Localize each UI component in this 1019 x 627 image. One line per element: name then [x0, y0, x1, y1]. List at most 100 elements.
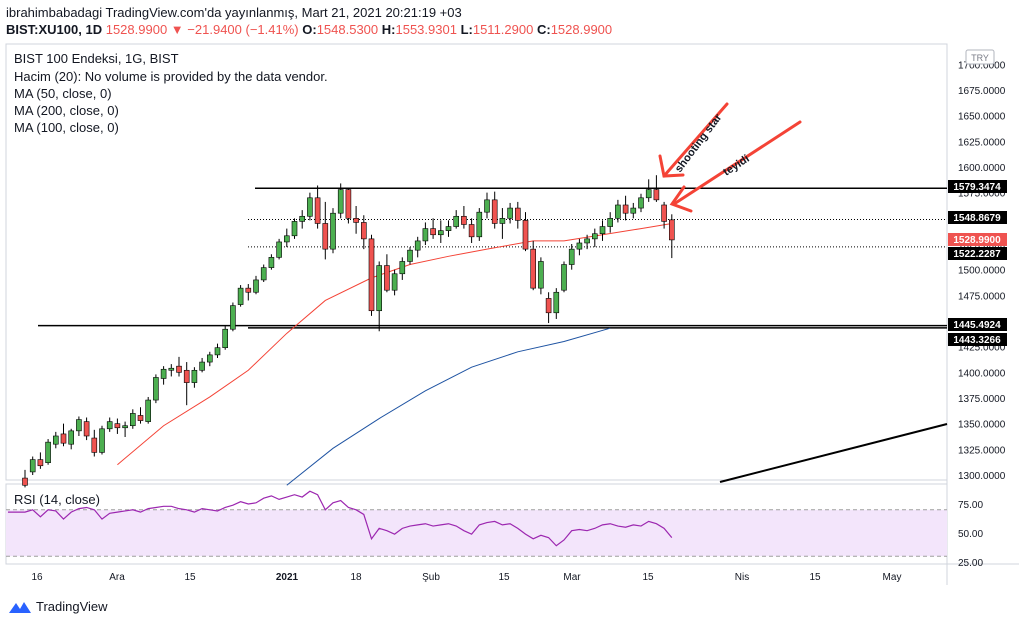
candle-body — [568, 248, 575, 265]
candle-body — [507, 207, 513, 219]
candle-body — [484, 199, 490, 213]
candle-body — [91, 437, 98, 453]
candle-body — [199, 361, 205, 371]
candle-body — [645, 189, 652, 199]
currency-badge[interactable] — [965, 49, 995, 65]
annotation-shooting-star: shooting star — [673, 111, 725, 174]
footer: TradingView — [8, 599, 108, 614]
candle-body — [407, 249, 413, 262]
price-label-text: 1579.3474 — [953, 182, 1001, 193]
candle-body — [476, 211, 483, 238]
rsi-tick-label: 25.00 — [958, 558, 983, 569]
candle-body — [253, 279, 259, 293]
candle-body — [222, 328, 228, 348]
price-label-text: 1443.3266 — [953, 335, 1001, 346]
price-tick-label: 1375.0000 — [958, 394, 1006, 405]
candle-body — [299, 215, 306, 222]
candle-body — [268, 257, 275, 268]
candle-body — [445, 226, 452, 231]
price-tick-label: 1325.0000 — [958, 445, 1006, 456]
candle-body — [622, 204, 629, 214]
candle-body — [76, 419, 82, 432]
candle-body — [60, 433, 67, 444]
candle-body — [322, 223, 329, 250]
price-change: −21.9400 (−1.41%) — [187, 22, 299, 37]
time-tick-label: 18 — [350, 572, 362, 583]
low-value: 1511.2900 — [472, 22, 534, 37]
candle-body — [668, 219, 675, 241]
symbol-label[interactable]: BIST:XU100, 1D — [6, 22, 103, 37]
price-label-text: 1528.9900 — [953, 235, 1001, 246]
legend-volume: Hacim (20): No volume is provided by the… — [14, 69, 328, 84]
candle-body — [461, 215, 467, 225]
close-value: 1528.9900 — [550, 22, 613, 37]
price-tick-label: 1575.0000 — [958, 189, 1006, 200]
rsi-tick-label: 50.00 — [958, 529, 983, 540]
candle-body — [137, 415, 144, 421]
rsi-tick-label: 75.00 — [958, 500, 983, 511]
candle-body — [276, 241, 282, 258]
candle-body — [291, 221, 298, 237]
time-tick-label: 15 — [498, 572, 510, 583]
candle-body — [661, 204, 667, 222]
candle-body — [576, 242, 583, 250]
trend-line — [719, 423, 948, 483]
candle-body — [337, 189, 344, 214]
candle-body — [384, 265, 390, 291]
legend-ma200: MA (200, close, 0) — [14, 103, 119, 118]
candle-body — [514, 207, 521, 221]
low-label: L: — [460, 22, 473, 37]
price-label-text: 1522.2287 — [953, 249, 1001, 260]
time-tick-label: Ara — [109, 572, 125, 583]
candle-body — [214, 347, 221, 356]
candle-body — [153, 377, 159, 401]
tradingview-logo-icon[interactable] — [8, 600, 32, 614]
time-tick-label: Mar — [563, 572, 581, 583]
legend-title: BIST 100 Endeksi, 1G, BIST — [14, 51, 179, 66]
candle-body — [538, 261, 544, 289]
price-label-text: 1548.8679 — [953, 213, 1001, 224]
candle-body — [376, 265, 383, 312]
time-tick-label: 15 — [809, 572, 821, 583]
open-value: 1548.5300 — [316, 22, 379, 37]
candle-body — [360, 222, 367, 240]
candle-body — [391, 273, 398, 291]
candle-body — [245, 287, 252, 293]
candle-body — [29, 459, 36, 473]
candle-body — [168, 367, 175, 371]
price-tick-label: 1600.0000 — [958, 163, 1006, 174]
ma50-line — [117, 222, 672, 466]
candle-body — [399, 261, 406, 275]
footer-brand[interactable]: TradingView — [36, 599, 108, 614]
candle-body — [99, 428, 105, 453]
candle-body — [584, 238, 590, 244]
shooting-star-arrow — [658, 102, 729, 178]
price-tick-label: 1475.0000 — [958, 291, 1006, 302]
price-label-box — [948, 318, 1007, 331]
price-label-box — [948, 247, 1007, 260]
candle-body — [230, 305, 236, 330]
candle-body — [553, 291, 560, 314]
candle-body — [368, 238, 375, 312]
down-arrow-icon: ▼ — [170, 22, 184, 37]
candle-body — [307, 197, 313, 217]
candle-body — [353, 218, 359, 223]
time-tick-label: Şub — [422, 572, 440, 583]
price-tick-label: 1650.0000 — [958, 112, 1006, 123]
candle-body — [37, 459, 44, 467]
candle-body — [122, 425, 128, 429]
candle-body — [330, 212, 336, 250]
price-tick-label: 1300.0000 — [958, 471, 1006, 482]
candle-body — [260, 267, 267, 281]
time-tick-label: 16 — [31, 572, 43, 583]
annotation-teyidi: teyidi — [721, 153, 752, 179]
candle-body — [160, 368, 167, 379]
candle-body — [522, 220, 529, 250]
price-tick-label: 1500.0000 — [958, 266, 1006, 277]
price-label-box — [948, 211, 1007, 224]
candle-body — [499, 218, 506, 224]
legend-ma100: MA (100, close, 0) — [14, 120, 119, 135]
close-label: C: — [536, 22, 551, 37]
price-tick-label: 1425.0000 — [958, 343, 1006, 354]
